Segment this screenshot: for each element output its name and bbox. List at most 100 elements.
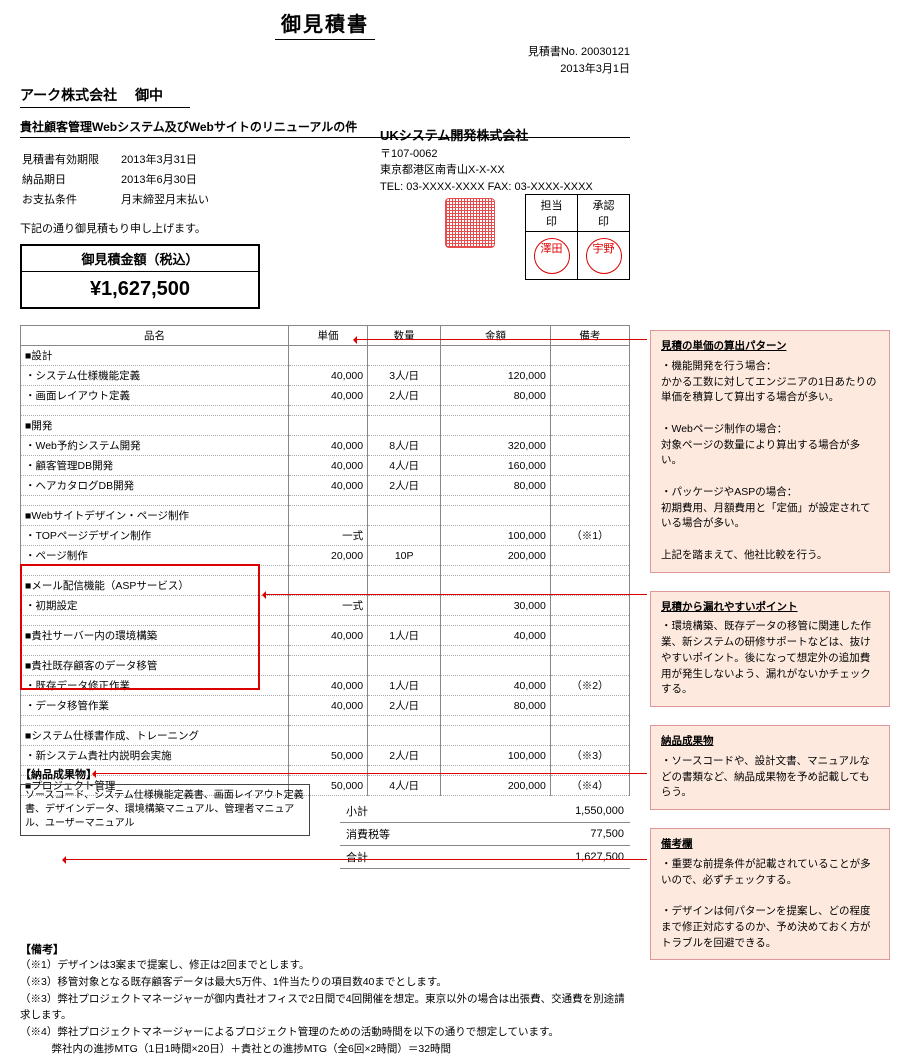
cell-unit <box>288 726 367 746</box>
callout-note: 見積の単価の算出パターン・機能開発を行う場合： かかる工数に対してエンジニアの1… <box>650 330 890 573</box>
table-row <box>21 646 630 656</box>
callout-title: 見積から漏れやすいポイント <box>661 600 879 616</box>
table-row: ■貴社既存顧客のデータ移管 <box>21 656 630 676</box>
table-row: ・Web予約システム開発40,0008人/日320,000 <box>21 436 630 456</box>
cell-unit <box>288 506 367 526</box>
cell-unit: 40,000 <box>288 476 367 496</box>
deliverables-text: ソースコード、システム仕様機能定義書、画面レイアウト定義書、デザインデータ、環境… <box>20 784 310 836</box>
table-row: ■Webサイトデザイン・ページ制作 <box>21 506 630 526</box>
callout-title: 備考欄 <box>661 837 879 853</box>
cell-qty: 2人/日 <box>368 476 441 496</box>
cell-qty: 8人/日 <box>368 436 441 456</box>
cell-unit: 50,000 <box>288 746 367 766</box>
remark-line: 弊社内の進捗MTG（1日1時間×20日）＋貴社との進捗MTG（全6回×2時間）＝… <box>20 1041 630 1058</box>
deliverables-block: 【納品成果物】 ソースコード、システム仕様機能定義書、画面レイアウト定義書、デザ… <box>20 766 310 836</box>
total-label: 合計 <box>340 846 479 869</box>
items-table: 品名 単価 数量 金額 備考 ■設計・システム仕様機能定義40,0003人/日1… <box>20 325 630 796</box>
cell-amount <box>441 346 551 366</box>
callout-title: 納品成果物 <box>661 734 879 750</box>
total-value: 1,627,500 <box>479 846 630 869</box>
table-row: ・TOPページデザイン制作一式100,000（※1） <box>21 526 630 546</box>
cell-note <box>550 506 629 526</box>
recipient-suffix: 御中 <box>135 87 163 103</box>
deliverables-label: 【納品成果物】 <box>20 766 310 782</box>
stamp-col2-label: 承認印 <box>578 195 630 232</box>
grand-total-label: 御見積金額（税込） <box>22 246 258 272</box>
cell-name: ・ページ制作 <box>21 546 289 566</box>
sender-tel: TEL: 03-XXXX-XXXX FAX: 03-XXXX-XXXX <box>380 179 630 196</box>
remark-line: （※4）弊社プロジェクトマネージャーによるプロジェクト管理のための活動時間を以下… <box>20 1024 630 1041</box>
cell-qty: 1人/日 <box>368 676 441 696</box>
callout-body: ・ソースコードや、設計文書、マニュアルなどの書類など、納品成果物を予め記載しても… <box>661 754 879 801</box>
cell-name: ・データ移管作業 <box>21 696 289 716</box>
table-row: ・データ移管作業40,0002人/日80,000 <box>21 696 630 716</box>
company-seal-icon <box>445 198 495 248</box>
table-row <box>21 616 630 626</box>
cell-note <box>550 596 629 616</box>
sender-company: UKシステム開発株式会社 <box>380 126 630 146</box>
cell-name: ・Web予約システム開発 <box>21 436 289 456</box>
cell-qty: 3人/日 <box>368 366 441 386</box>
cell-qty: 4人/日 <box>368 776 441 796</box>
cell-amount <box>441 576 551 596</box>
table-row <box>21 716 630 726</box>
subtotal-label: 小計 <box>340 800 479 823</box>
expiry-label: 見積書有効期限 <box>22 150 119 168</box>
col-amount: 金額 <box>441 326 551 346</box>
cell-amount: 120,000 <box>441 366 551 386</box>
cell-unit: 40,000 <box>288 676 367 696</box>
remark-line: （※3）弊社プロジェクトマネージャーが御内貴社オフィスで2日間で4回開催を想定。… <box>20 991 630 1025</box>
grand-total-amount: ¥1,627,500 <box>22 272 258 307</box>
cell-name: ・顧客管理DB開発 <box>21 456 289 476</box>
cell-unit: 40,000 <box>288 436 367 456</box>
header-meta: 見積書No. 20030121 2013年3月1日 <box>20 44 630 77</box>
cell-name: ■開発 <box>21 416 289 436</box>
cell-qty: 1人/日 <box>368 626 441 646</box>
cell-name: ■貴社既存顧客のデータ移管 <box>21 656 289 676</box>
sender-postal: 〒107-0062 <box>380 146 630 163</box>
cell-note <box>550 346 629 366</box>
cell-qty <box>368 726 441 746</box>
table-row: ■メール配信機能（ASPサービス） <box>21 576 630 596</box>
col-note: 備考 <box>550 326 629 346</box>
table-row: ■開発 <box>21 416 630 436</box>
subtotal-value: 1,550,000 <box>479 800 630 823</box>
callout-note: 見積から漏れやすいポイント・環境構築、既存データの移管に関連した作業、新システム… <box>650 591 890 708</box>
callout-note: 備考欄・重要な前提条件が記載されていることが多いので、必ずチェックする。 ・デザ… <box>650 828 890 960</box>
cell-qty: 2人/日 <box>368 696 441 716</box>
cell-qty <box>368 596 441 616</box>
cell-note: （※4） <box>550 776 629 796</box>
cell-unit: 40,000 <box>288 696 367 716</box>
cell-qty <box>368 416 441 436</box>
cell-qty <box>368 506 441 526</box>
cell-note: （※3） <box>550 746 629 766</box>
cell-name: ・新システム貴社内説明会実施 <box>21 746 289 766</box>
table-row: ・ヘアカタログDB開発40,0002人/日80,000 <box>21 476 630 496</box>
document-date: 2013年3月1日 <box>560 63 630 75</box>
cell-note <box>550 436 629 456</box>
cell-unit <box>288 656 367 676</box>
col-qty: 数量 <box>368 326 441 346</box>
cell-qty <box>368 656 441 676</box>
cell-name: ・画面レイアウト定義 <box>21 386 289 406</box>
cell-qty: 2人/日 <box>368 746 441 766</box>
remark-line: （※1）デザインは3案まで提案し、修正は2回までとします。 <box>20 957 630 974</box>
callout-body: ・重要な前提条件が記載されていることが多いので、必ずチェックする。 ・デザインは… <box>661 857 879 952</box>
quote-no-label: 見積書No. <box>528 46 578 58</box>
cell-note <box>550 386 629 406</box>
sender-address: 東京都港区南青山X-X-XX <box>380 162 630 179</box>
remarks-label: 【備考】 <box>20 941 630 957</box>
stamp-col2-seal: 宇野 <box>586 238 622 274</box>
table-row: ・新システム貴社内説明会実施50,0002人/日100,000（※3） <box>21 746 630 766</box>
table-row <box>21 496 630 506</box>
cell-note: （※2） <box>550 676 629 696</box>
cell-name: ・TOPページデザイン制作 <box>21 526 289 546</box>
cell-note <box>550 656 629 676</box>
remarks-block: 【備考】 （※1）デザインは3案まで提案し、修正は2回までとします。（※3）移管… <box>20 941 630 1058</box>
cell-amount <box>441 416 551 436</box>
document-title: 御見積書 <box>20 8 630 37</box>
callout-body: ・環境構築、既存データの移管に関連した作業、新システムの研修サポートなどは、抜け… <box>661 619 879 698</box>
cell-amount <box>441 656 551 676</box>
cell-amount: 100,000 <box>441 526 551 546</box>
cell-amount: 30,000 <box>441 596 551 616</box>
